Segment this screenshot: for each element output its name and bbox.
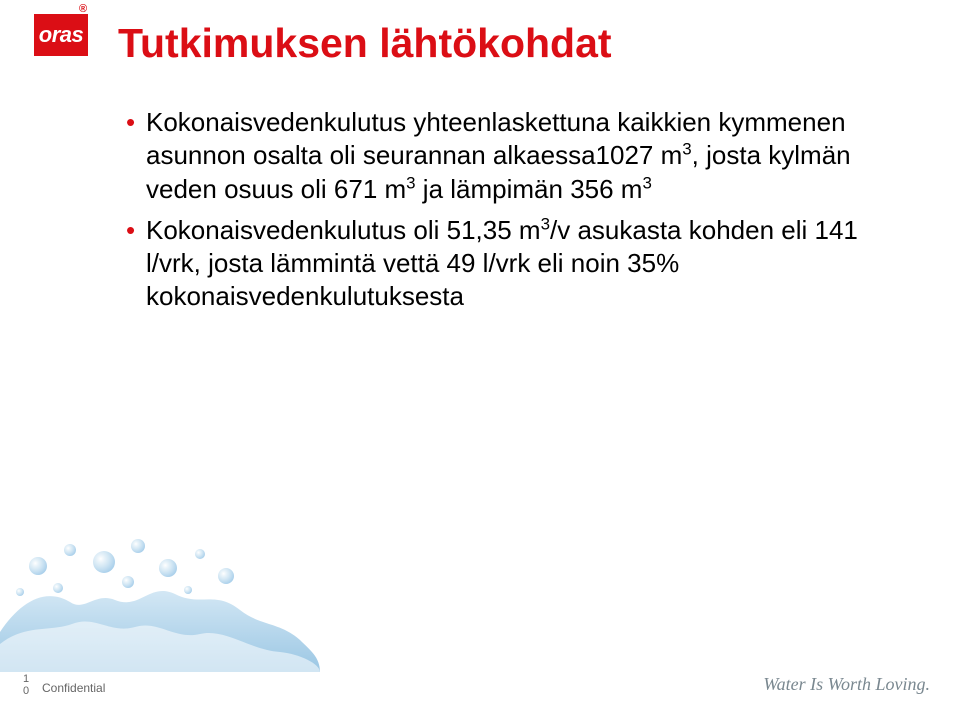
bullet-item: Kokonaisvedenkulutus yhteenlaskettuna ka… bbox=[126, 106, 890, 206]
water-splash-art bbox=[0, 532, 320, 672]
slide-number: 1 0 bbox=[20, 673, 32, 697]
logo-text: oras bbox=[39, 22, 83, 48]
logo-box: oras bbox=[34, 14, 88, 56]
bullet-item: Kokonaisvedenkulutus oli 51,35 m3/v asuk… bbox=[126, 214, 890, 314]
brand-logo: ® oras bbox=[34, 14, 88, 56]
slide-title: Tutkimuksen lähtökohdat bbox=[118, 20, 612, 67]
confidential-label: Confidential bbox=[42, 681, 105, 695]
content-area: Kokonaisvedenkulutus yhteenlaskettuna ka… bbox=[126, 106, 890, 322]
brand-tagline: Water Is Worth Loving. bbox=[763, 674, 930, 695]
registered-mark: ® bbox=[79, 3, 87, 15]
